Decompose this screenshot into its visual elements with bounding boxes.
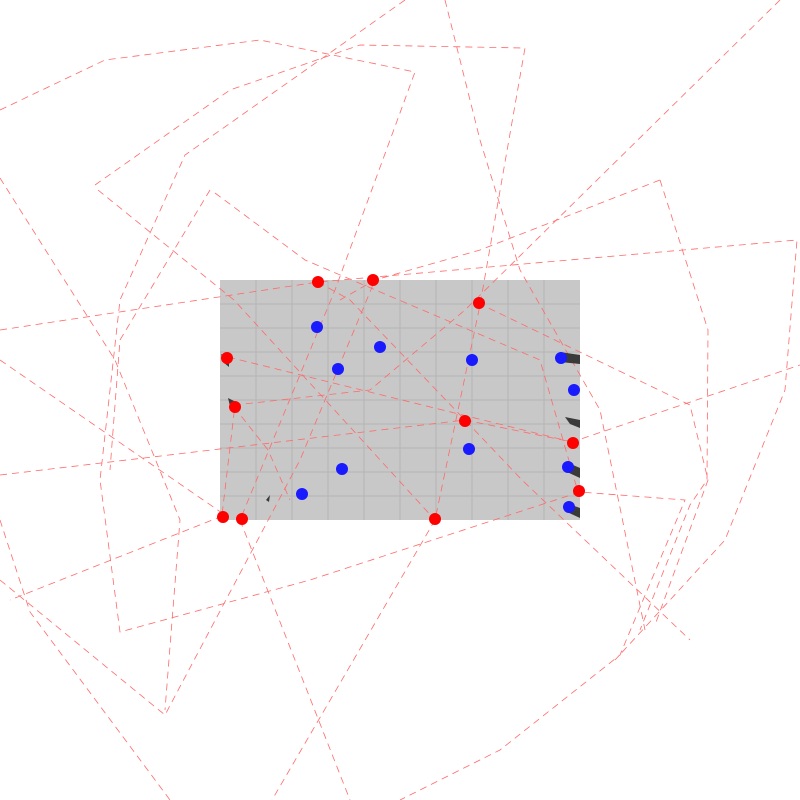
red-unit[interactable] [229, 401, 241, 413]
trajectory-path [0, 177, 181, 711]
trajectory-path [109, 189, 211, 471]
blue-unit[interactable] [568, 384, 580, 396]
trajectory-path [214, 192, 579, 493]
red-unit[interactable] [459, 415, 471, 427]
blue-unit[interactable] [562, 461, 574, 473]
trajectory-path [233, 406, 291, 501]
blue-unit[interactable] [374, 341, 386, 353]
trajectory-path [99, 0, 686, 800]
units [217, 274, 585, 525]
blue-unit[interactable] [563, 501, 575, 513]
blue-unit[interactable] [463, 443, 475, 455]
blue-unit[interactable] [466, 354, 478, 366]
pointer-wedge-icon [565, 417, 580, 428]
blue-unit[interactable] [311, 321, 323, 333]
red-unit[interactable] [473, 297, 485, 309]
pointer-wedge-icon [266, 495, 270, 502]
red-unit[interactable] [217, 511, 229, 523]
trajectory-path [0, 519, 171, 800]
trajectory-path [97, 189, 436, 521]
red-unit[interactable] [312, 276, 324, 288]
red-unit[interactable] [221, 352, 233, 364]
red-unit[interactable] [429, 513, 441, 525]
trajectory-path [317, 281, 691, 641]
red-unit[interactable] [236, 513, 248, 525]
blue-unit[interactable] [336, 463, 348, 475]
blue-unit[interactable] [555, 352, 567, 364]
blue-unit[interactable] [296, 488, 308, 500]
red-unit[interactable] [573, 485, 585, 497]
trajectory-path [444, 0, 646, 631]
blue-unit[interactable] [332, 363, 344, 375]
trajectory-path [221, 0, 781, 516]
red-unit[interactable] [567, 437, 579, 449]
red-unit[interactable] [367, 274, 379, 286]
trajectory-path [339, 179, 661, 301]
arena[interactable] [220, 280, 580, 520]
trajectory-path [477, 302, 709, 626]
